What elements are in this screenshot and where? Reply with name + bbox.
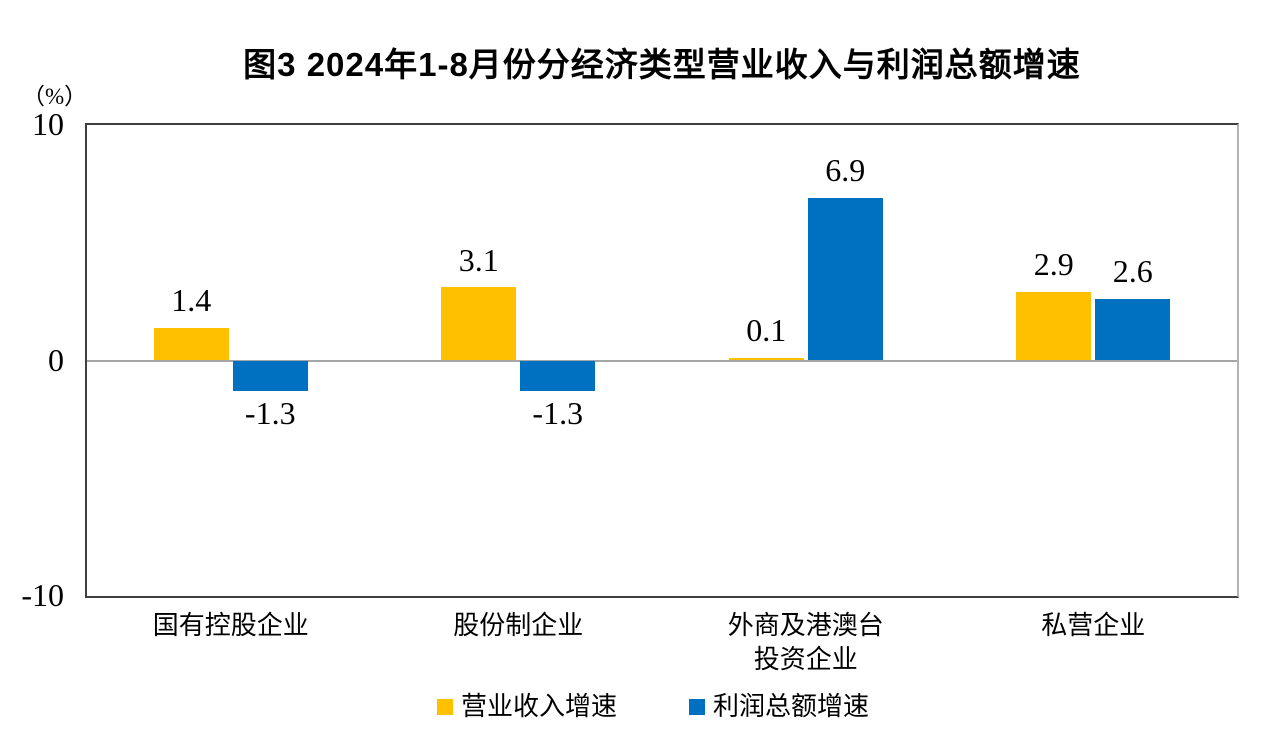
bar-营业收入增速-0: [153, 327, 229, 361]
value-label: 3.1: [458, 241, 499, 278]
y-tick-label: 10: [32, 106, 64, 142]
value-label: 0.1: [746, 312, 787, 349]
value-label: -1.3: [532, 395, 584, 432]
legend-swatch-icon: [436, 699, 453, 715]
value-label: 2.6: [1112, 253, 1153, 290]
bar-利润总额增速-2: [807, 198, 883, 361]
value-label: -1.3: [244, 395, 296, 432]
y-axis-unit: （%）: [22, 84, 88, 109]
legend-label: 营业收入增速: [460, 692, 617, 721]
legend: 营业收入增速 利润总额增速: [0, 692, 1280, 722]
category-label: 外商及港澳台 投资企业: [727, 611, 884, 674]
value-label: 6.9: [825, 152, 866, 189]
value-label: 2.9: [1033, 246, 1074, 283]
y-tick-label: 0: [48, 341, 64, 378]
y-tick-label: -10: [21, 577, 64, 613]
bar-利润总额增速-3: [1095, 299, 1171, 361]
bar-利润总额增速-0: [232, 360, 308, 392]
bar-营业收入增速-1: [441, 287, 517, 361]
legend-label: 利润总额增速: [713, 692, 870, 721]
zero-line: [87, 359, 1237, 362]
plot-area: 1.4 3.1 0.1 2.9 -1.3 -1.3 6.9 2.6: [85, 123, 1239, 598]
category-label: 股份制企业: [453, 611, 584, 640]
bar-利润总额增速-1: [520, 360, 596, 392]
bar-营业收入增速-2: [728, 358, 804, 361]
legend-item: 利润总额增速: [689, 692, 869, 722]
category-label: 私营企业: [1041, 611, 1146, 640]
value-label: 1.4: [171, 281, 212, 318]
category-label: 国有控股企业: [152, 611, 309, 640]
bar-营业收入增速-3: [1016, 292, 1092, 361]
legend-swatch-icon: [689, 699, 705, 715]
legend-item: 营业收入增速: [436, 692, 617, 722]
chart-title: 图3 2024年1-8月份分经济类型营业收入与利润总额增速: [243, 46, 1081, 83]
x-axis: 国有控股企业 股份制企业 外商及港澳台 投资企业 私营企业: [87, 609, 1237, 689]
